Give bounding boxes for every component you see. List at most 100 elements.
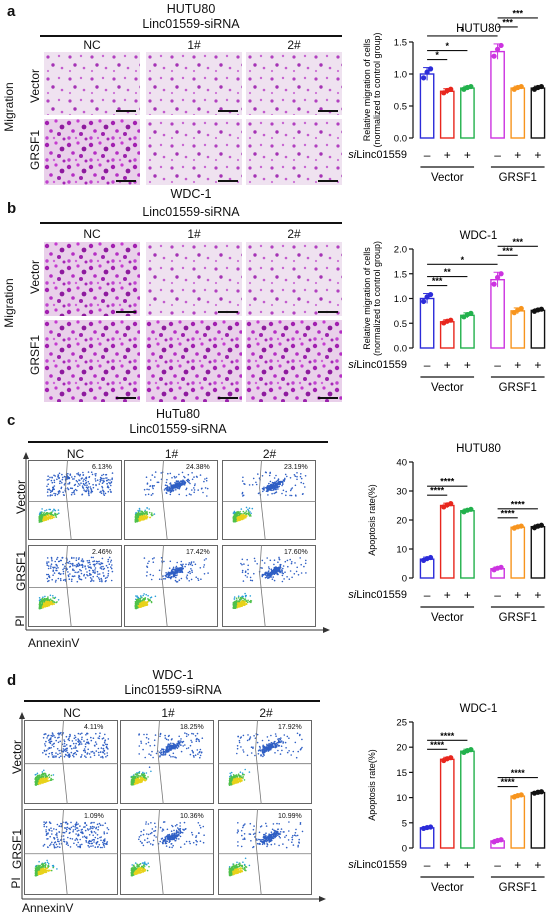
event-dot (138, 745, 141, 747)
event-dot (266, 743, 268, 746)
event-dot (178, 579, 181, 581)
event-dot (275, 566, 278, 569)
event-dot (57, 509, 60, 511)
event-dot (71, 563, 73, 565)
event-dot (154, 734, 157, 736)
event-dot (275, 568, 278, 570)
event-dot (178, 487, 181, 490)
event-dot (274, 733, 277, 735)
event-dot (98, 578, 101, 581)
event-dot (242, 515, 244, 518)
event-dot (252, 746, 254, 748)
percent-vector-2: 23.19% (284, 464, 308, 471)
event-dot (277, 569, 280, 571)
event-dot (167, 739, 170, 741)
column-label-nc: NC (63, 706, 81, 720)
event-dot (89, 486, 92, 488)
column-label-2: 2# (287, 38, 301, 52)
event-dot (289, 477, 292, 479)
event-dot (71, 478, 74, 480)
event-dot (285, 490, 287, 493)
migration-image-grsf1-2 (246, 320, 342, 402)
event-dot (55, 564, 58, 566)
event-dot (137, 509, 139, 512)
event-dot (60, 755, 62, 757)
event-dot (253, 735, 255, 737)
event-dot (39, 517, 41, 520)
event-dot (230, 774, 232, 776)
event-dot (46, 515, 48, 517)
event-dot (182, 567, 184, 570)
event-dot (142, 518, 145, 520)
event-dot (69, 562, 71, 565)
migration-image-vector-nc (44, 242, 140, 316)
event-dot (78, 557, 80, 559)
event-dot (80, 743, 83, 745)
event-dot (289, 570, 292, 572)
event-dot (164, 487, 167, 490)
event-dot (181, 571, 184, 574)
event-dot (62, 563, 64, 566)
event-dot (241, 569, 244, 572)
event-dot (80, 741, 82, 743)
event-dot (71, 569, 74, 571)
event-dot (135, 603, 137, 606)
event-dot (242, 580, 245, 582)
event-dot (104, 822, 107, 824)
event-dot (55, 516, 58, 518)
event-dot (234, 607, 237, 609)
event-dot (262, 753, 265, 756)
event-dot (246, 754, 249, 757)
event-dot (146, 733, 148, 736)
event-dot (42, 867, 44, 869)
event-dot (237, 600, 240, 603)
event-dot (289, 558, 291, 561)
event-dot (163, 489, 166, 491)
event-dot (169, 491, 172, 494)
event-dot (299, 748, 302, 751)
event-dot (203, 573, 206, 575)
event-dot (262, 744, 264, 747)
event-dot (276, 570, 278, 573)
event-dot (247, 572, 249, 575)
event-dot (50, 517, 52, 520)
event-dot (166, 487, 168, 490)
event-dot (81, 732, 83, 735)
event-dot (53, 485, 56, 487)
event-dot (188, 570, 191, 573)
event-dot (241, 600, 243, 602)
event-dot (46, 557, 49, 559)
event-dot (106, 576, 108, 579)
event-dot (279, 482, 281, 484)
x-axis-label: AnnexinV (28, 636, 80, 650)
event-dot (237, 780, 240, 783)
event-dot (83, 748, 86, 750)
event-dot (178, 743, 181, 745)
event-dot (237, 773, 240, 775)
event-dot (240, 598, 242, 600)
event-dot (164, 751, 166, 753)
event-dot (273, 559, 276, 561)
event-dot (274, 752, 276, 754)
event-dot (77, 473, 80, 476)
event-dot (185, 735, 188, 738)
event-dot (141, 779, 144, 782)
event-dot (296, 478, 298, 481)
event-dot (66, 487, 69, 489)
event-dot (102, 493, 105, 495)
event-dot (49, 491, 52, 493)
event-dot (77, 845, 79, 848)
event-dot (111, 570, 114, 573)
event-dot (169, 488, 171, 490)
event-dot (278, 485, 280, 488)
event-dot (42, 752, 44, 754)
event-dot (283, 578, 285, 580)
event-dot (241, 773, 244, 776)
event-dot (269, 489, 272, 491)
event-dot (45, 740, 47, 743)
event-dot (163, 560, 165, 563)
event-dot (39, 782, 42, 785)
event-dot (174, 579, 177, 582)
event-dot (79, 473, 81, 476)
event-dot (43, 603, 45, 606)
